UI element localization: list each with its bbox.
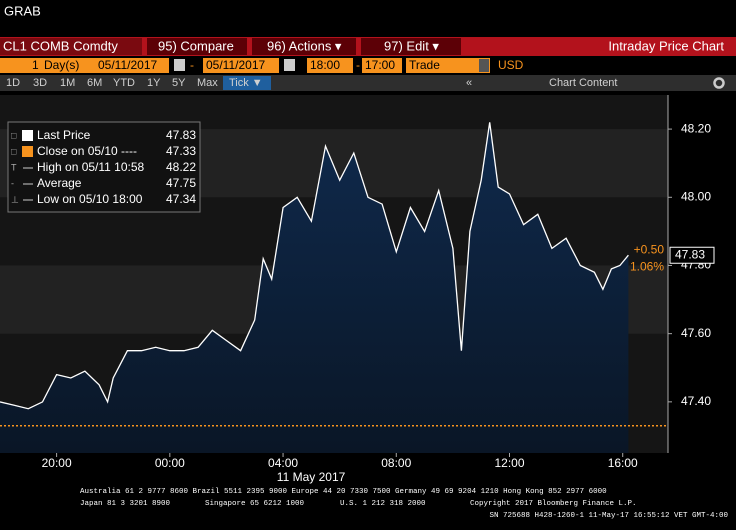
calendar-icon[interactable] [284,59,295,71]
range-button[interactable]: 1M [60,77,75,89]
legend-value: 47.33 [166,144,196,158]
footer-line: Japan 81 3 3201 8900 [80,500,171,508]
legend-swatch [22,130,33,141]
y-tick-label: 47.40 [681,394,711,408]
change-percent: 1.06% [630,259,664,273]
date-separator: - [190,58,194,72]
x-axis-label: 11 May 2017 [277,470,346,484]
edit-button[interactable] [361,38,461,55]
start-time[interactable]: 18:00 [310,58,340,72]
footer-line: Copyright 2017 Bloomberg Finance L.P. [470,500,637,508]
period-unit[interactable]: Day(s) [44,58,79,72]
period-count[interactable]: 1 [32,58,39,72]
plot: 20:00 00:00 04:00 08:00 12:00 16:00 11 May 201… [0,95,715,484]
x-tick-label: 08:00 [381,456,411,470]
x-tick-label: 20:00 [42,456,72,470]
legend-handle: - [11,178,14,188]
settings-gear[interactable] [713,77,725,89]
event-dropdown[interactable] [479,59,489,72]
compare[interactable]: 95) Compare [158,38,234,53]
chart-content[interactable]: Chart Content [549,77,617,89]
end-date-field[interactable] [203,58,279,73]
range-button[interactable]: 1D [6,77,20,89]
legend-handle: ⊥ [11,194,19,204]
tick-button[interactable] [223,76,271,90]
range-button[interactable]: 5Y [172,77,186,89]
legend-box [7,121,201,213]
legend-label: Low on 05/10 18:00 [37,192,143,206]
legend-handle: □ [11,130,17,140]
footer-line: Australia 61 2 9777 8600 Brazil 5511 239… [80,488,607,496]
x-tick-label: 04:00 [268,456,298,470]
actions[interactable]: 96) Actions ▾ [267,38,342,53]
actions-button[interactable] [252,38,356,55]
footer: Australia 61 2 9777 8600 Brazil 5511 239… [80,488,728,520]
footer-line: SN 725688 H428-1260-1 11-May-17 16:55:12… [489,512,728,520]
last-value: 47.83 [675,247,705,261]
range-button[interactable]: YTD [113,77,135,89]
start-date-field[interactable] [95,58,169,73]
legend-value: 47.83 [166,128,196,142]
legend-value: 47.34 [166,192,196,206]
range-buttons: 1D 3D 1M 6M YTD 1Y 5Y Max [6,77,218,89]
legend-value: 47.75 [166,176,196,190]
window-title: GRAB [4,3,41,18]
event[interactable]: Trade [409,58,440,72]
x-tick-label: 00:00 [155,456,185,470]
legend-label: Last Price [37,128,91,142]
end-time-field[interactable] [362,58,402,73]
end-time[interactable]: 17:00 [365,58,395,72]
security-field[interactable] [0,38,142,55]
range-button[interactable]: 6M [87,77,102,89]
range-button[interactable]: 3D [33,77,47,89]
y-tick-label: 47.60 [681,326,711,340]
tick-active[interactable]: Tick ▼ [229,77,263,89]
function-name: Intraday Price Chart [608,38,724,53]
start-time-field[interactable] [307,58,353,73]
legend-swatch [22,146,33,157]
calendar-icon[interactable] [174,59,185,71]
legend-label: Close on 05/10 ---- [37,144,137,158]
change: +0.50 [634,242,665,256]
legend-label: High on 05/11 10:58 [37,160,145,174]
footer-line: U.S. 1 212 318 2000 [340,500,426,508]
start-date[interactable]: 05/11/2017 [98,58,157,72]
y-tick-label: 48.00 [681,189,711,203]
compare-button[interactable] [147,38,247,55]
range-button[interactable]: 1Y [147,77,161,89]
x-tick-label: 16:00 [608,456,638,470]
price-area [0,122,629,454]
price-line [0,122,629,410]
legend-value: 48.22 [166,160,196,174]
last-value-box [669,246,715,264]
y-tick-label: 48.20 [681,121,711,135]
legend-handle: T [11,162,17,172]
range-button[interactable]: Max [197,77,218,89]
edit[interactable]: 97) Edit ▾ [384,38,439,53]
end-date[interactable]: 05/11/2017 [206,58,265,72]
event-field[interactable] [406,58,490,73]
currency: USD [498,58,524,72]
range-bar [0,75,736,91]
legend-label: Average [37,176,82,190]
collapse[interactable]: « [466,77,472,89]
security[interactable]: CL1 COMB Comdty [3,38,118,53]
footer-line: Singapore 65 6212 1000 [205,500,305,508]
time-separator: - [356,58,360,72]
x-tick-label: 12:00 [494,456,524,470]
legend-handle: □ [11,146,17,156]
